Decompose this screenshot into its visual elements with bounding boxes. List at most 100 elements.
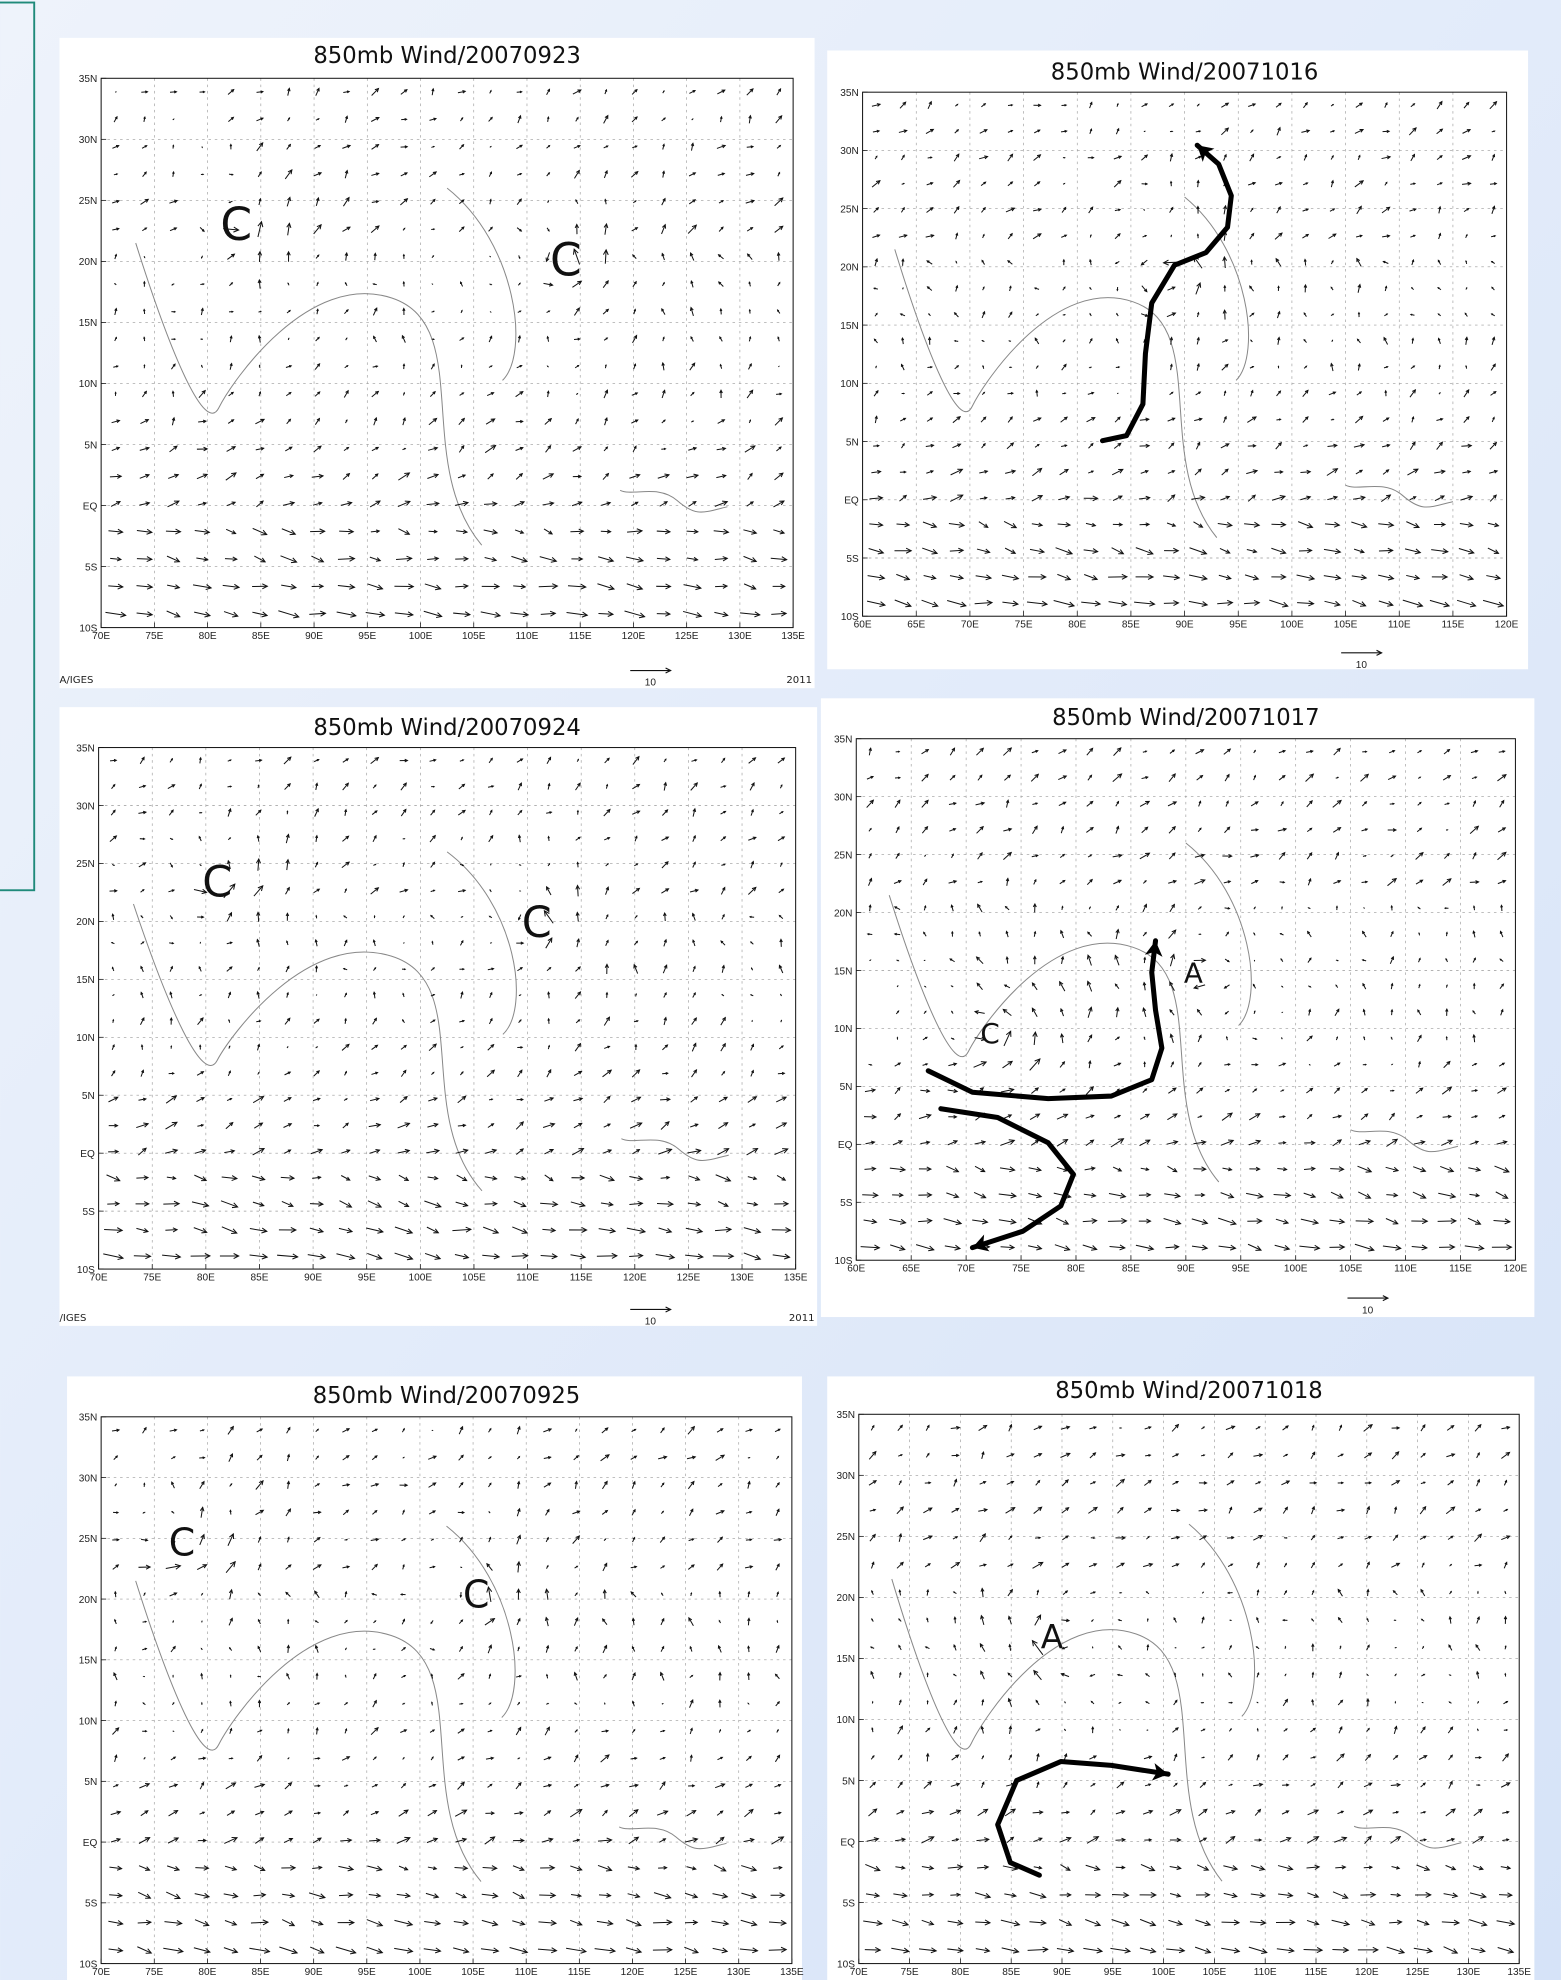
arrow-head [144, 1758, 145, 1759]
lon-label: 115E [1442, 620, 1465, 631]
lon-label: 80E [198, 1967, 216, 1978]
lon-label: 80E [197, 1272, 215, 1283]
lon-label: 135E [781, 631, 805, 642]
arrow-head [955, 340, 956, 341]
arrow-head [433, 229, 434, 230]
lon-label: 100E [408, 1967, 432, 1978]
lon-label: 85E [252, 631, 270, 642]
arrow-head [1064, 314, 1065, 315]
lon-label: 70E [90, 1272, 108, 1283]
arrow-head [1466, 366, 1467, 367]
arrow-head [201, 339, 202, 340]
lon-label: 90E [1177, 1264, 1195, 1275]
lat-label: 35N [79, 1413, 98, 1424]
arrow-head [145, 1621, 146, 1622]
arrow-head [489, 1512, 490, 1513]
lon-label: 115E [568, 1967, 591, 1978]
arrow-head [173, 1676, 174, 1677]
arrow-head [925, 855, 926, 856]
arrow-head [952, 986, 953, 987]
scale-label: 10 [645, 678, 657, 689]
lon-label: 80E [1067, 1264, 1085, 1275]
lon-label: 125E [675, 631, 699, 642]
lon-label: 100E [409, 631, 433, 642]
arrow-head [1365, 1064, 1366, 1065]
wind-arrow [134, 1256, 151, 1257]
arrow-head [1446, 1037, 1447, 1038]
arrow-head [113, 995, 114, 996]
arrow-head [1445, 908, 1446, 909]
arrow-head [316, 916, 317, 917]
arrow-head [433, 786, 434, 787]
arrow-head [520, 995, 521, 996]
arrow-head [876, 366, 877, 367]
wind-arrow [1299, 550, 1312, 551]
lon-label: 110E [1388, 620, 1411, 631]
lon-label: 115E [1449, 1264, 1472, 1275]
arrow-head [1337, 960, 1338, 961]
arrow-head [870, 1064, 871, 1065]
arrow-head [898, 751, 899, 752]
lat-label: 10N [834, 1024, 853, 1035]
lat-label: 5S [85, 562, 98, 573]
arrow-head [1447, 830, 1448, 831]
arrow-head [258, 1676, 259, 1677]
lon-label: 120E [1495, 620, 1519, 631]
lon-label: 135E [780, 1967, 804, 1978]
arrow-head [202, 174, 203, 175]
lon-label: 70E [92, 1967, 110, 1978]
lat-label: 5S [840, 1198, 853, 1209]
lon-label: 75E [145, 1967, 163, 1978]
map-panel: 850mb Wind/2007092535N30N25N20N15N10N5NE… [67, 1376, 804, 1980]
arrow-head [115, 392, 116, 393]
lon-label: 125E [674, 1967, 698, 1978]
lat-label: EQ [83, 1838, 98, 1849]
footer-right: 2011 [786, 675, 812, 686]
slide: 850mb Wind/2007092335N30N25N20N15N10N5NE… [0, 0, 1561, 1980]
panel-title: 850mb Wind/20071017 [1052, 705, 1320, 731]
wind-arrow [485, 1204, 497, 1205]
wind-arrow [1108, 1221, 1126, 1222]
lat-label: 5S [82, 1207, 95, 1218]
arrow-head [201, 812, 202, 813]
annotation: C [522, 898, 552, 948]
arrow-head [316, 1047, 317, 1048]
arrow-head [1282, 907, 1283, 908]
arrow-head [491, 1099, 492, 1100]
arrow-head [259, 365, 260, 366]
arrow-head [115, 284, 116, 285]
arrow-head [113, 1020, 114, 1021]
arrow-head [1064, 393, 1065, 394]
lat-label: EQ [844, 496, 859, 507]
footer-left: A/IGES [59, 675, 93, 686]
arrow-head [174, 339, 175, 340]
lon-label: 60E [854, 620, 872, 631]
lon-label: 120E [1504, 1264, 1528, 1275]
arrow-head [373, 284, 374, 285]
arrow-head [433, 339, 434, 340]
lon-label: 100E [409, 1272, 433, 1283]
lat-label: 20N [79, 257, 98, 268]
lon-label: 85E [1122, 1264, 1140, 1275]
arrow-head [404, 839, 405, 840]
lat-label: 5N [846, 437, 859, 448]
arrow-head [202, 1703, 203, 1704]
lon-label: 105E [462, 631, 486, 642]
scale-label: 10 [1356, 660, 1368, 671]
arrow-head [1392, 1090, 1393, 1091]
lat-label: 15N [840, 321, 859, 332]
map-panel: 850mb Wind/2007092335N30N25N20N15N10N5NE… [59, 38, 814, 689]
arrow-head [1439, 393, 1440, 394]
lon-label: 110E [516, 1272, 539, 1283]
arrow-head [1336, 906, 1337, 907]
arrow-head [1226, 1037, 1227, 1038]
wind-arrow [862, 1195, 878, 1196]
lat-label: 25N [834, 850, 853, 861]
lon-label: 105E [461, 1967, 485, 1978]
scale-label: 10 [645, 1317, 657, 1328]
lat-label: 35N [79, 74, 98, 85]
footer-right: 2011 [789, 1313, 815, 1324]
lon-label: 75E [1012, 1264, 1030, 1275]
arrow-head [1009, 341, 1010, 342]
arrow-head [1064, 183, 1065, 184]
